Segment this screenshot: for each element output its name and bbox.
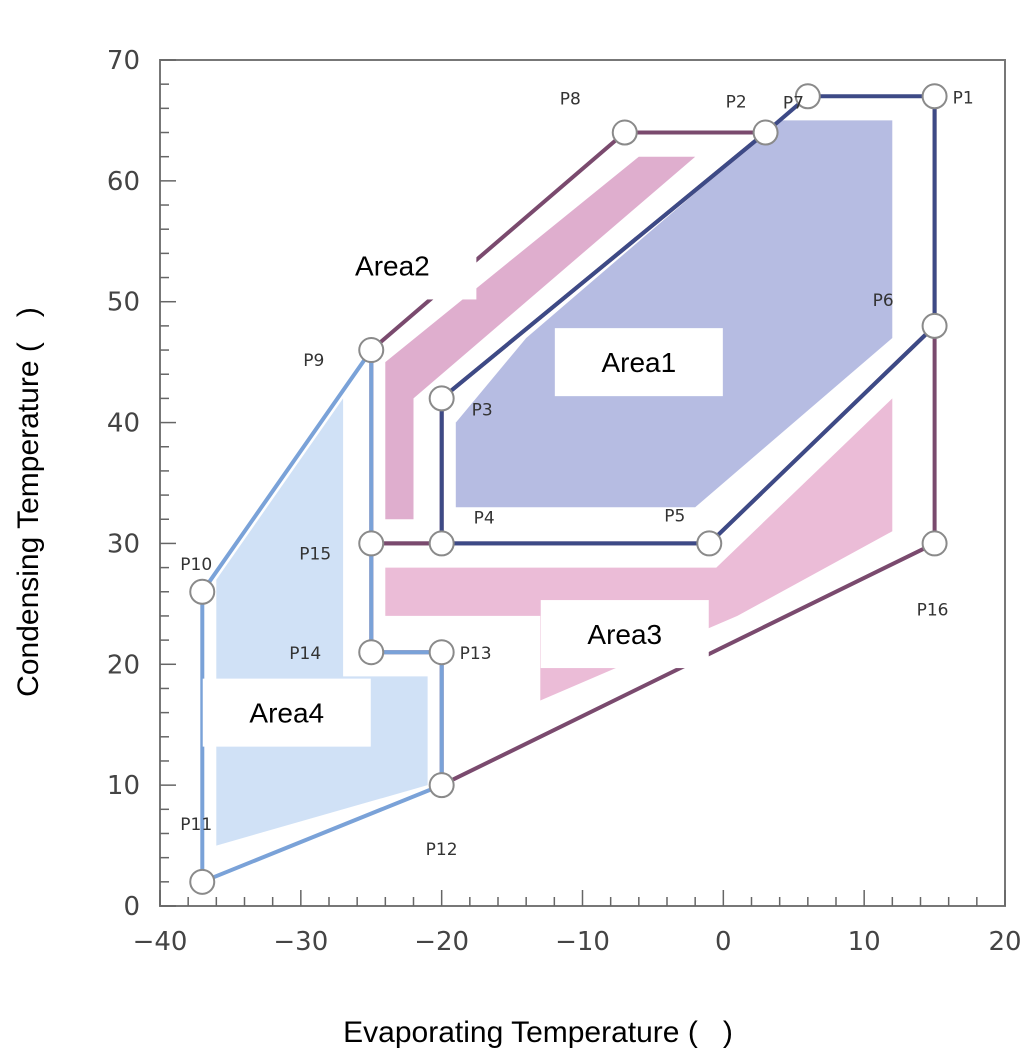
- area-label-text: Area3: [587, 619, 662, 650]
- area-label-text: Area1: [601, 347, 676, 378]
- x-axis: −40 −30 −20 −10 0 10 20: [133, 927, 1022, 957]
- point-label-p2: P2: [726, 93, 747, 113]
- area-labels: Area1 Area2 Area3 Area4: [202, 231, 723, 747]
- y-tick-label: 20: [107, 650, 140, 680]
- x-tick-label: −40: [133, 927, 188, 957]
- point-label-p8: P8: [560, 90, 581, 110]
- point-p13: [428, 639, 455, 666]
- area-label-area2: Area2: [308, 231, 477, 300]
- x-tick-label: 10: [848, 927, 881, 957]
- point-label-p6: P6: [873, 291, 894, 311]
- y-tick-label: 50: [107, 288, 140, 318]
- point-p3: [428, 385, 455, 412]
- y-tick-label: 70: [107, 46, 140, 76]
- area2-fill: [385, 156, 696, 520]
- point-p1: [921, 83, 948, 110]
- point-label-p11: P11: [180, 815, 212, 835]
- area-label-box: [308, 231, 477, 300]
- area-label-box: [202, 678, 371, 747]
- point-label-p13: P13: [460, 644, 492, 664]
- point-p14: [358, 639, 385, 666]
- area-label-text: Area4: [249, 698, 324, 729]
- y-tick-label: 40: [107, 409, 140, 439]
- area-label-area1: Area1: [554, 328, 723, 397]
- point-p9: [358, 337, 385, 364]
- area-label-area4: Area4: [202, 678, 371, 747]
- area1-fill: [455, 120, 893, 508]
- x-axis-title: Evaporating Temperature ( ): [343, 1016, 733, 1049]
- area-label-box: [540, 600, 709, 669]
- point-markers: [189, 83, 948, 895]
- point-p5: [696, 530, 723, 557]
- y-tick-label: 10: [107, 771, 140, 801]
- point-label-p5: P5: [664, 506, 685, 526]
- point-labels: P1 P2 P3 P4 P5 P6 P7 P8 P9 P10 P11 P12 P13 P14 P15 P16: [180, 88, 973, 860]
- y-axis: 0 10 20 30 40 50 60 70: [107, 46, 140, 922]
- point-label-p7: P7: [783, 93, 804, 113]
- y-tick-label: 30: [107, 529, 140, 559]
- point-p11: [189, 868, 216, 895]
- minor-ticks: [159, 59, 1006, 907]
- area-label-area3: Area3: [540, 600, 709, 669]
- y-tick-label: 0: [123, 892, 140, 922]
- point-p7: [794, 83, 821, 110]
- point-p15: [358, 530, 385, 557]
- point-label-p4: P4: [474, 508, 495, 528]
- point-p4: [428, 530, 455, 557]
- point-label-p14: P14: [289, 644, 321, 664]
- area-label-box: [554, 328, 723, 397]
- point-label-p9: P9: [303, 351, 324, 371]
- point-p6: [921, 312, 948, 339]
- point-p12: [428, 772, 455, 799]
- point-label-p12: P12: [426, 840, 458, 860]
- x-tick-label: −10: [555, 927, 610, 957]
- x-tick-label: −30: [273, 927, 328, 957]
- x-tick-label: 20: [988, 927, 1021, 957]
- point-p8: [611, 119, 638, 146]
- point-label-p16: P16: [917, 600, 949, 620]
- y-tick-label: 60: [107, 167, 140, 197]
- point-label-p3: P3: [472, 400, 493, 420]
- point-label-p15: P15: [299, 544, 331, 564]
- x-tick-label: −20: [414, 927, 469, 957]
- point-label-p1: P1: [953, 88, 974, 108]
- area4-boundary: [200, 348, 444, 884]
- point-p10: [189, 578, 216, 605]
- x-tick-label: 0: [715, 927, 732, 957]
- point-label-p10: P10: [180, 555, 212, 575]
- y-axis-title: Condensing Temperature ( ): [12, 307, 45, 697]
- point-p16: [921, 530, 948, 557]
- area-label-text: Area2: [355, 250, 430, 281]
- point-p2: [752, 119, 779, 146]
